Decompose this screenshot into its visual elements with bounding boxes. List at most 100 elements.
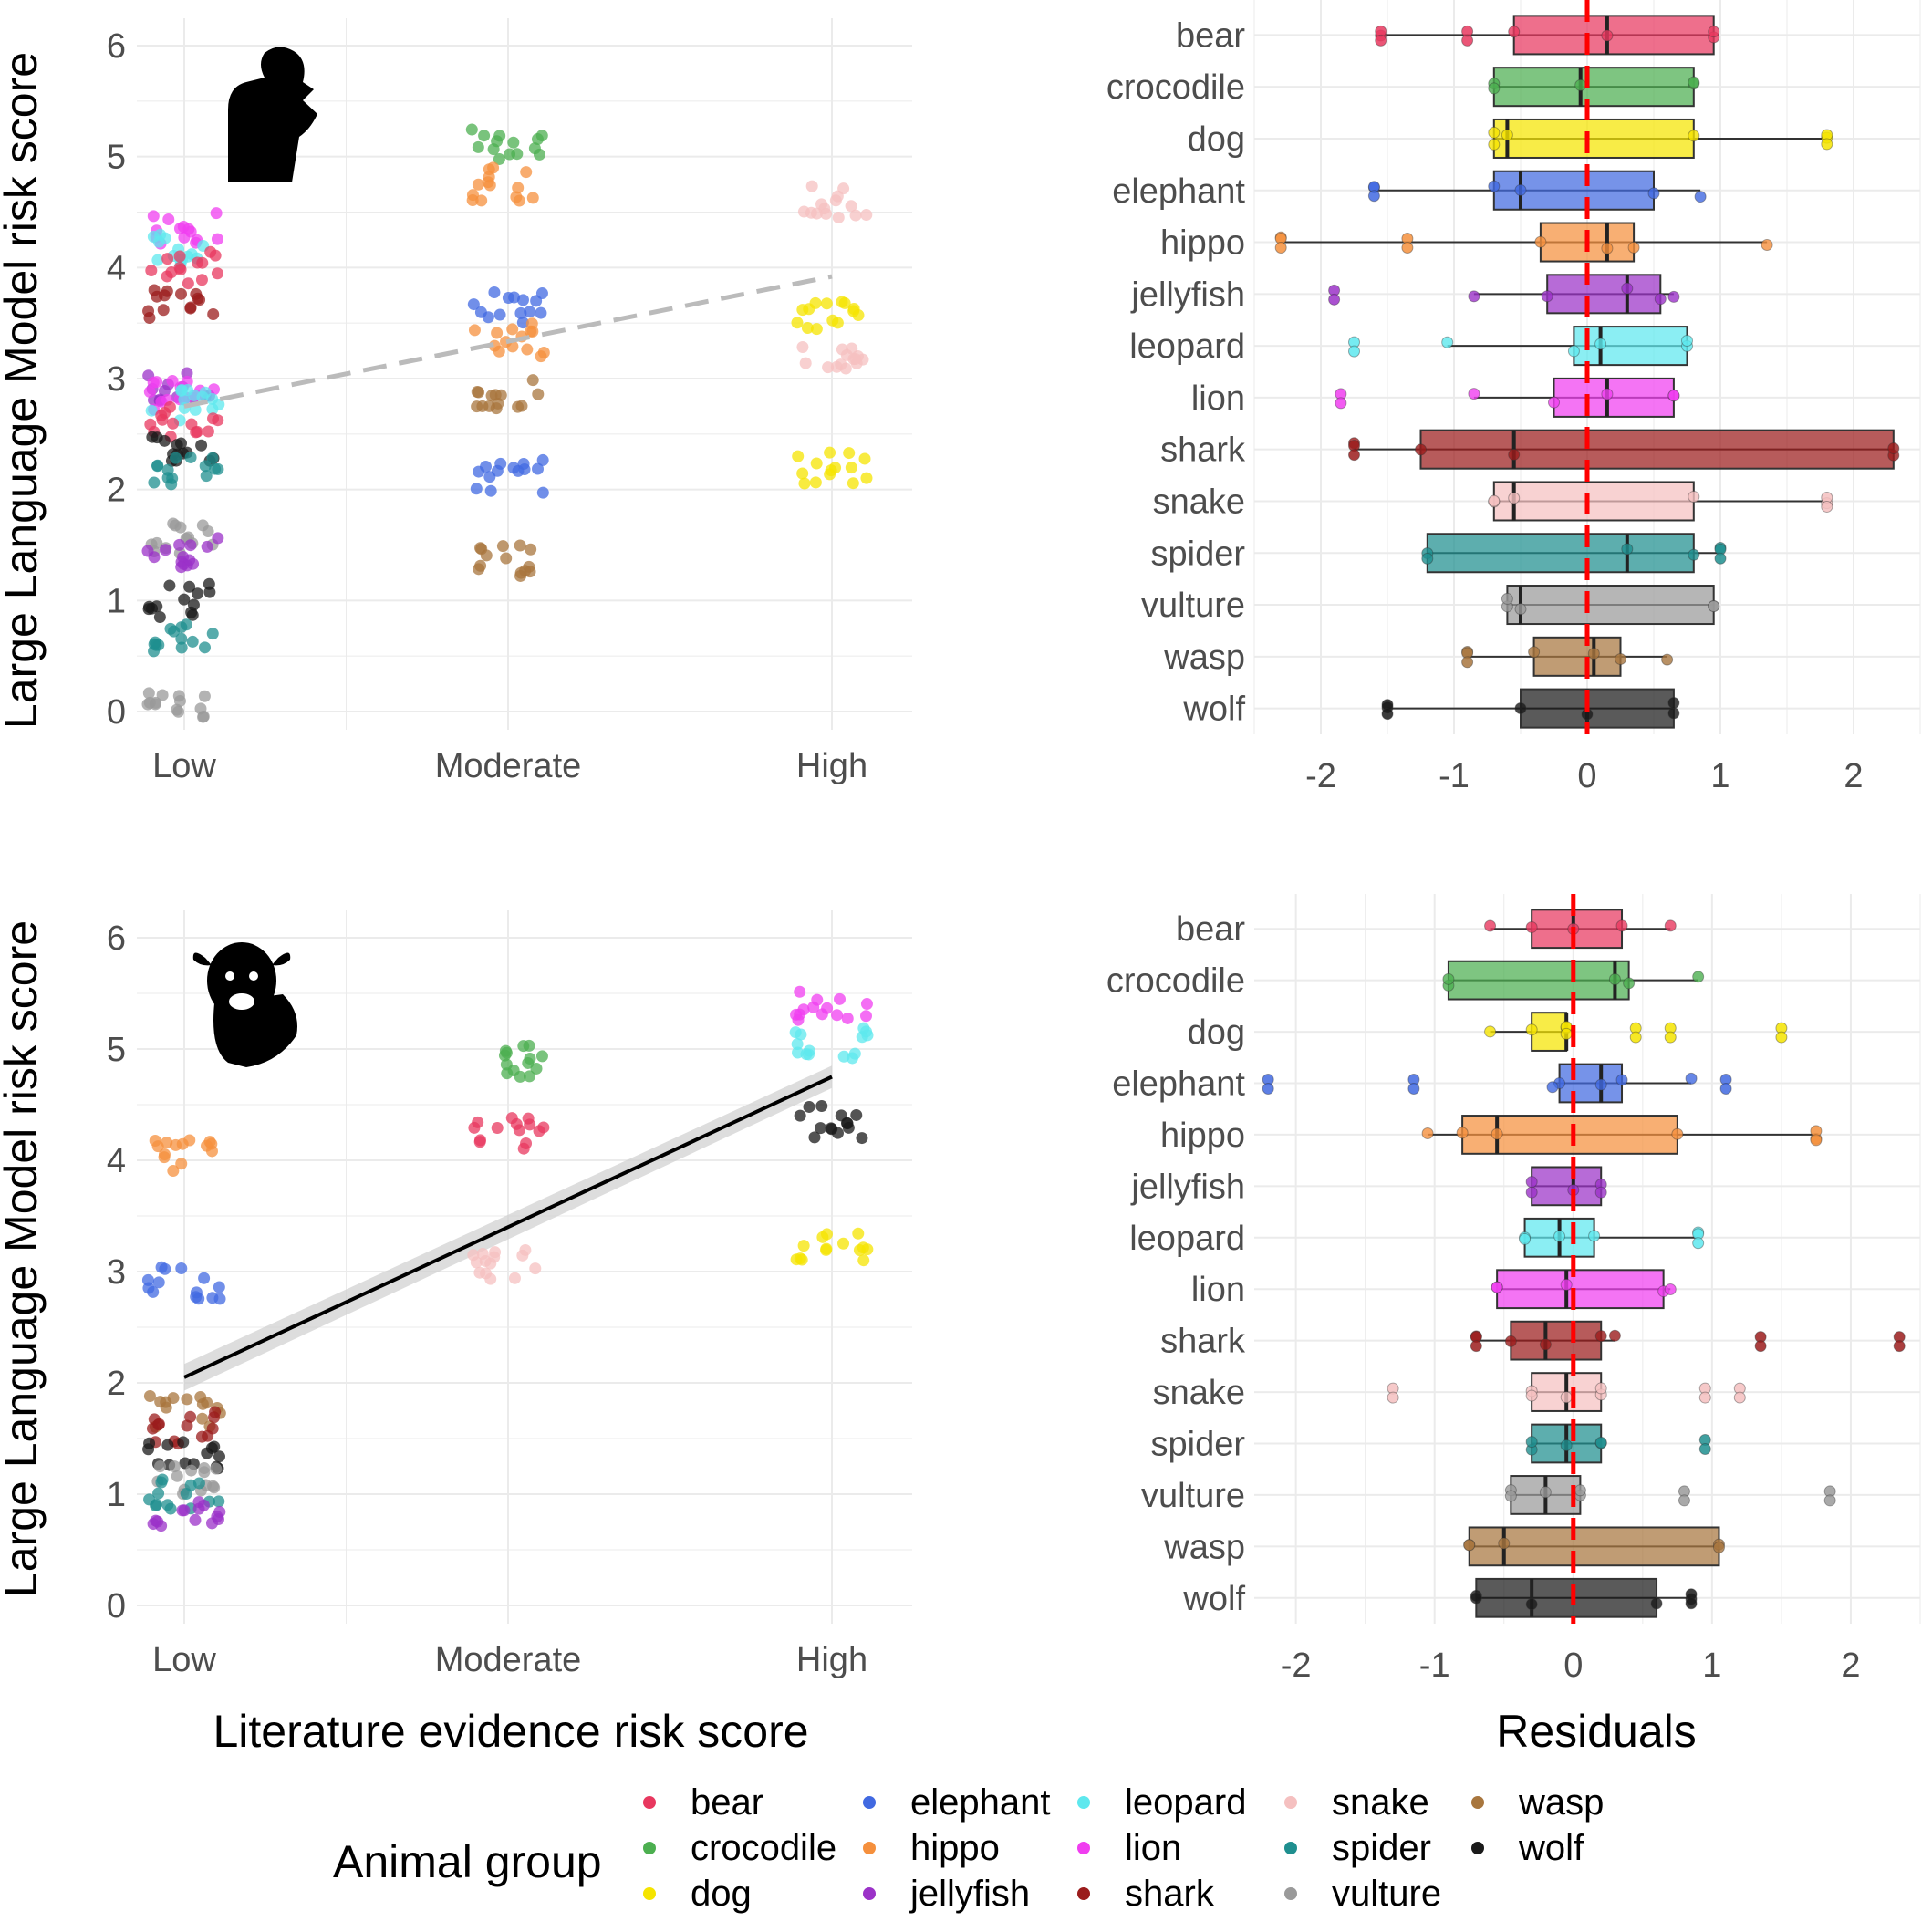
data-point-dog [797,1240,810,1252]
data-point-dog [798,477,811,490]
data-point-dog [791,317,804,329]
data-point-hippo [526,192,539,204]
point-wasp [1498,1537,1511,1550]
data-point-crocodile [501,1067,514,1080]
point-bear [1508,26,1521,38]
box-wasp [1532,636,1622,677]
data-point-lion [151,376,163,389]
data-point-wasp [181,1393,193,1406]
y-tick-label: bear [1176,910,1245,949]
data-point-wasp [474,559,487,572]
data-point-jellyfish [178,1504,191,1517]
legend-key-dog [643,1887,656,1900]
point-dog [1501,129,1513,141]
point-crocodile [1688,76,1700,88]
data-point-bear [185,418,198,431]
data-point-dog [801,322,814,335]
legend-label-jellyfish: jellyfish [909,1874,1030,1914]
data-point-bear [209,249,222,262]
y-tick-label: 5 [107,139,126,177]
data-point-elephant [213,1281,225,1293]
data-point-elephant [473,465,485,478]
x-tick-label: 0 [1577,757,1596,795]
data-point-wolf [825,1122,837,1135]
point-bear [1615,919,1628,932]
y-tick-label: leopard [1129,1220,1245,1258]
outlier-leopard [1348,345,1360,358]
legend-key-wasp [1471,1796,1484,1809]
data-point-hippo [175,1158,188,1170]
data-point-wolf [174,437,187,450]
point-spider [1594,1436,1607,1449]
point-vulture [1504,1490,1517,1502]
outlier-dog [1775,1031,1788,1044]
point-vulture [1574,1484,1586,1497]
legend-label-lion: lion [1125,1828,1181,1868]
data-point-wolf [192,587,204,600]
data-point-wasp [496,540,509,553]
data-point-elephant [470,483,483,495]
box-dog [1492,118,1695,159]
point-spider [1525,1436,1538,1449]
data-point-lion [831,1009,844,1022]
data-point-spider [170,452,182,464]
data-point-spider [206,452,219,464]
y-tick-label: crocodile [1106,962,1245,1001]
point-spider [1421,552,1434,565]
data-point-elephant [524,306,536,318]
data-point-spider [175,632,188,645]
box-shark [1419,429,1895,470]
data-point-vulture [156,689,169,701]
legend-label-wolf: wolf [1518,1828,1584,1868]
x-tick-label: Low [152,747,216,785]
data-point-jellyfish [187,557,200,570]
data-point-jellyfish [173,538,186,551]
point-leopard [1553,1230,1566,1242]
data-point-hippo [483,179,496,192]
data-point-jellyfish [201,540,213,553]
data-point-wasp [201,1397,213,1409]
y-tick-label: hippo [1160,224,1245,263]
point-dog [1488,138,1501,151]
y-tick-label: shark [1160,431,1246,470]
point-wasp [1463,1539,1476,1552]
data-point-elephant [516,317,529,329]
data-point-dog [860,472,873,484]
data-point-vulture [167,517,180,530]
point-snake [1488,494,1501,507]
y-tick-label: 2 [107,472,126,510]
legend: Animal group bear crocodile dog elephant hip… [333,1782,1604,1914]
outlier-dog [1821,138,1833,151]
data-point-wasp [514,569,527,582]
data-point-snake [835,358,847,371]
data-point-wolf [850,1108,863,1121]
data-point-dog [837,1237,850,1250]
data-point-dog [853,1244,866,1257]
legend-label-leopard: leopard [1125,1782,1246,1823]
legend-key-leopard [1077,1796,1090,1809]
data-point-hippo [167,1165,180,1178]
point-lion [1491,1281,1503,1293]
cow-silhouette-icon [192,942,297,1067]
data-point-lion [811,993,824,1006]
point-snake [1560,1391,1573,1404]
data-point-wolf [178,593,191,606]
data-point-hippo [468,324,481,337]
outlier-jellyfish [1328,293,1341,306]
data-point-bear [195,274,208,286]
legend-label-spider: spider [1332,1828,1431,1868]
data-point-crocodile [507,136,520,149]
data-point-elephant [508,291,521,304]
point-lion [1601,388,1614,400]
data-point-bear [524,1118,536,1131]
data-point-wolf [856,1132,868,1145]
data-point-snake [489,1246,502,1259]
data-point-snake [805,206,817,219]
data-point-jellyfish [197,1499,210,1511]
point-crocodile [1488,82,1501,95]
data-point-bear [196,256,209,269]
data-point-lion [794,1008,806,1021]
data-point-snake [529,1262,542,1275]
point-hippo [1456,1127,1469,1139]
data-point-wasp [532,388,545,400]
